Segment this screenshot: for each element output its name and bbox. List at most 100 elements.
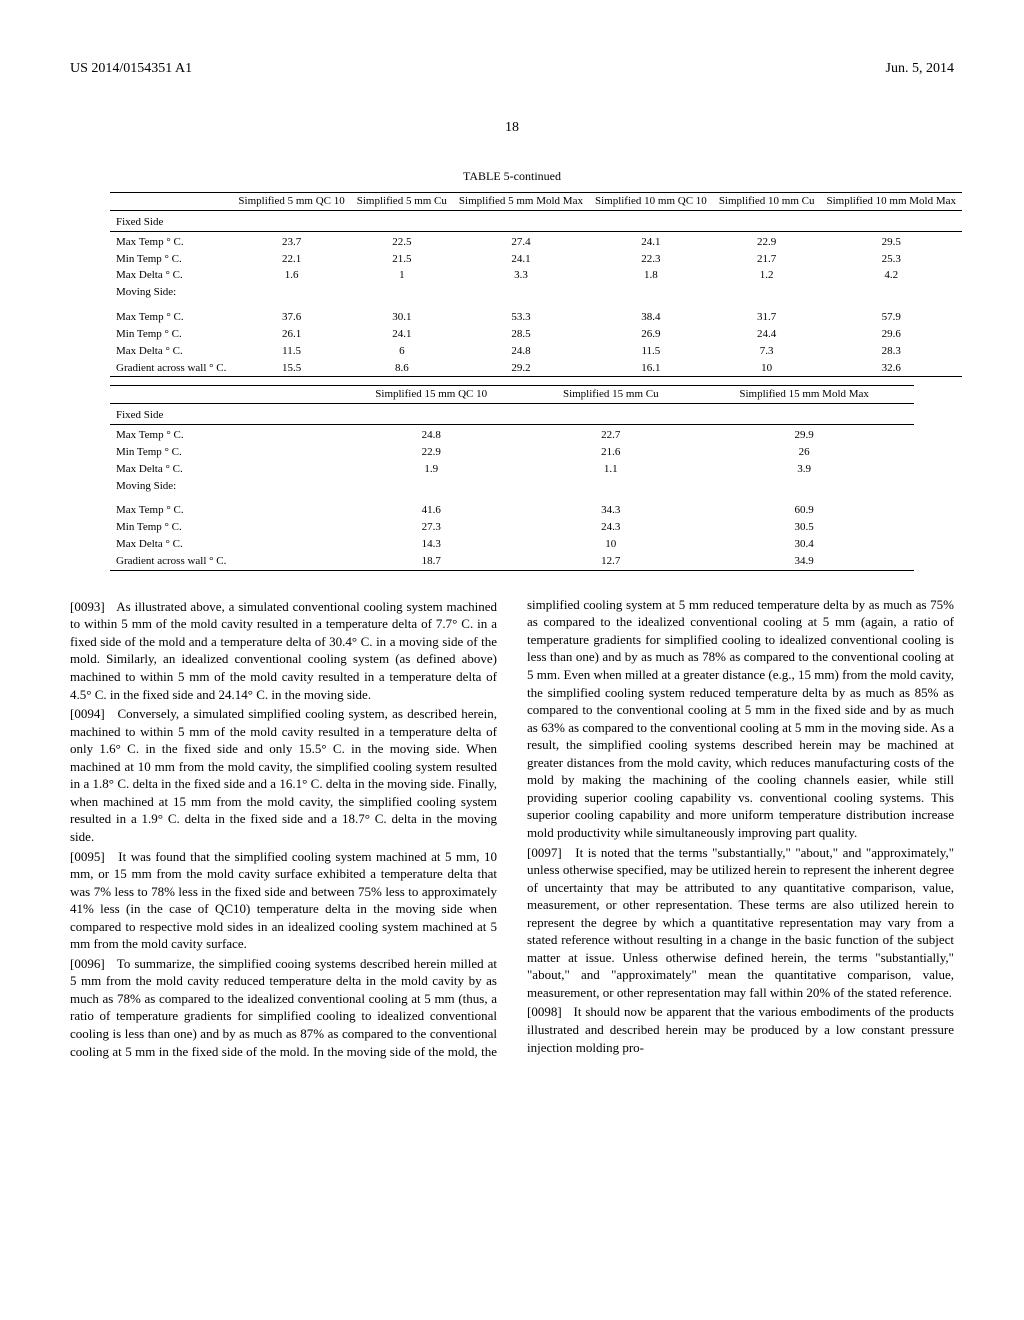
col-header: Simplified 15 mm QC 10 <box>335 386 527 404</box>
cell: 1.6 <box>232 267 350 284</box>
para-number: [0095] <box>70 849 105 864</box>
row-label: Min Temp ° C. <box>110 444 335 461</box>
table-row: Max Delta ° C.1.613.31.81.24.2 <box>110 267 962 284</box>
cell: 28.3 <box>820 343 962 360</box>
paragraph: [0097] It is noted that the terms "subst… <box>527 844 954 1002</box>
row-label: Gradient across wall ° C. <box>110 360 232 377</box>
cell: 3.9 <box>694 461 914 478</box>
body-text: [0093] As illustrated above, a simulated… <box>70 596 954 1060</box>
cell: 1.8 <box>589 267 713 284</box>
cell: 6 <box>351 343 453 360</box>
col-header: Simplified 10 mm QC 10 <box>589 192 713 210</box>
row-label: Min Temp ° C. <box>110 519 335 536</box>
para-number: [0098] <box>527 1004 562 1019</box>
cell: 29.9 <box>694 427 914 444</box>
table-row: Gradient across wall ° C.18.712.734.9 <box>110 553 914 570</box>
paragraph: [0093] As illustrated above, a simulated… <box>70 598 497 703</box>
cell: 27.3 <box>335 519 527 536</box>
para-text: It was found that the simplified cooling… <box>70 849 497 952</box>
cell: 26 <box>694 444 914 461</box>
para-text: Conversely, a simulated simplified cooli… <box>70 706 497 844</box>
cell: 22.5 <box>351 234 453 251</box>
cell: 1.9 <box>335 461 527 478</box>
row-label: Max Temp ° C. <box>110 502 335 519</box>
para-number: [0096] <box>70 956 105 971</box>
cell: 21.6 <box>527 444 694 461</box>
table-row: Min Temp ° C.22.121.524.122.321.725.3 <box>110 251 962 268</box>
cell: 22.3 <box>589 251 713 268</box>
table-row: Max Temp ° C.23.722.527.424.122.929.5 <box>110 234 962 251</box>
cell: 60.9 <box>694 502 914 519</box>
row-label: Min Temp ° C. <box>110 326 232 343</box>
cell: 32.6 <box>820 360 962 377</box>
cell: 34.9 <box>694 553 914 570</box>
table-row: Gradient across wall ° C.15.58.629.216.1… <box>110 360 962 377</box>
col-header: Simplified 10 mm Cu <box>713 192 821 210</box>
table-row: Max Delta ° C.14.31030.4 <box>110 536 914 553</box>
row-label: Max Delta ° C. <box>110 536 335 553</box>
table-5-top: Simplified 5 mm QC 10 Simplified 5 mm Cu… <box>110 192 962 377</box>
para-number: [0097] <box>527 845 562 860</box>
cell: 10 <box>713 360 821 377</box>
col-header: Simplified 15 mm Cu <box>527 386 694 404</box>
cell: 1.2 <box>713 267 821 284</box>
col-header: Simplified 15 mm Mold Max <box>694 386 914 404</box>
row-label: Max Delta ° C. <box>110 461 335 478</box>
cell: 53.3 <box>453 309 589 326</box>
cell: 24.1 <box>351 326 453 343</box>
cell: 4.2 <box>820 267 962 284</box>
row-label: Max Temp ° C. <box>110 427 335 444</box>
cell: 14.3 <box>335 536 527 553</box>
row-label: Max Delta ° C. <box>110 267 232 284</box>
cell: 38.4 <box>589 309 713 326</box>
para-text: As illustrated above, a simulated conven… <box>70 599 497 702</box>
col-header: Simplified 5 mm Cu <box>351 192 453 210</box>
para-text: It should now be apparent that the vario… <box>527 1004 954 1054</box>
table-5-continued: TABLE 5-continued Simplified 5 mm QC 10 … <box>110 168 914 571</box>
cell: 29.2 <box>453 360 589 377</box>
cell: 12.7 <box>527 553 694 570</box>
row-label: Max Temp ° C. <box>110 309 232 326</box>
cell: 24.1 <box>589 234 713 251</box>
cell: 1.1 <box>527 461 694 478</box>
section-label: Fixed Side <box>110 404 335 425</box>
table-row: Max Temp ° C.41.634.360.9 <box>110 502 914 519</box>
table-row: Max Temp ° C.37.630.153.338.431.757.9 <box>110 309 962 326</box>
cell: 24.3 <box>527 519 694 536</box>
cell: 29.6 <box>820 326 962 343</box>
cell: 3.3 <box>453 267 589 284</box>
table-row: Min Temp ° C.26.124.128.526.924.429.6 <box>110 326 962 343</box>
table-row: Min Temp ° C.27.324.330.5 <box>110 519 914 536</box>
cell: 15.5 <box>232 360 350 377</box>
paragraph: [0094] Conversely, a simulated simplifie… <box>70 705 497 845</box>
cell: 7.3 <box>713 343 821 360</box>
cell: 27.4 <box>453 234 589 251</box>
cell: 26.9 <box>589 326 713 343</box>
table-5-bottom: Simplified 15 mm QC 10 Simplified 15 mm … <box>110 385 914 570</box>
section-label: Fixed Side <box>110 210 232 231</box>
cell: 16.1 <box>589 360 713 377</box>
cell: 30.5 <box>694 519 914 536</box>
col-header: Simplified 5 mm Mold Max <box>453 192 589 210</box>
cell: 37.6 <box>232 309 350 326</box>
publication-date: Jun. 5, 2014 <box>886 60 954 79</box>
cell: 24.4 <box>713 326 821 343</box>
section-label: Moving Side: <box>110 478 335 495</box>
cell: 22.1 <box>232 251 350 268</box>
cell: 11.5 <box>232 343 350 360</box>
page-number: 18 <box>70 119 954 138</box>
para-number: [0094] <box>70 706 105 721</box>
table-caption: TABLE 5-continued <box>110 168 914 184</box>
cell: 23.7 <box>232 234 350 251</box>
cell: 24.1 <box>453 251 589 268</box>
table-row: Max Delta ° C.1.91.13.9 <box>110 461 914 478</box>
para-text: It is noted that the terms "substantiall… <box>527 845 954 1000</box>
cell: 28.5 <box>453 326 589 343</box>
cell: 57.9 <box>820 309 962 326</box>
para-number: [0093] <box>70 599 105 614</box>
cell: 21.7 <box>713 251 821 268</box>
paragraph: [0098] It should now be apparent that th… <box>527 1003 954 1056</box>
section-label: Moving Side: <box>110 284 232 301</box>
cell: 24.8 <box>335 427 527 444</box>
row-label: Gradient across wall ° C. <box>110 553 335 570</box>
